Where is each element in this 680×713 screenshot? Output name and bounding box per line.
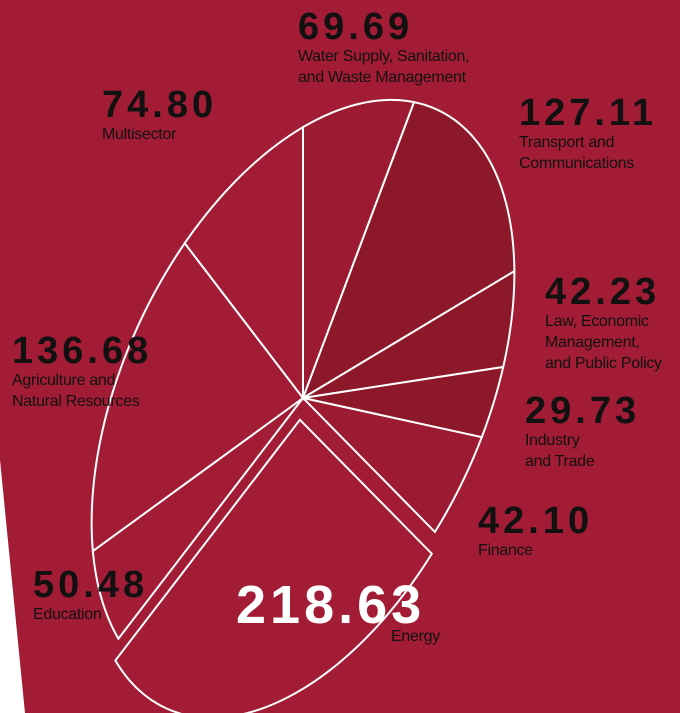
category-label: Energy: [391, 628, 440, 645]
pie-slice: [183, 125, 304, 401]
category-label: Industry and Trade: [525, 432, 595, 470]
slice-label: 42.23 Law, Economic Management, and Publi…: [545, 273, 662, 374]
value-label: 29.73: [525, 390, 641, 432]
category-label: Law, Economic Management, and Public Pol…: [545, 313, 662, 372]
value-label: 127.11: [519, 92, 658, 134]
pie-slice: [302, 269, 516, 399]
value-label: 42.10: [478, 500, 594, 542]
category-label: Education: [33, 606, 102, 623]
value-label: 69.69: [298, 6, 414, 48]
pie-slice: [299, 396, 484, 534]
value-label: 42.23: [545, 271, 661, 313]
category-label: Finance: [478, 542, 533, 559]
slice-label: 69.69 Water Supply, Sanitation, and Waste…: [298, 6, 470, 88]
pie-slice: [114, 418, 434, 713]
category-label: Agriculture and Natural Resources: [12, 372, 140, 410]
slice-label: 127.11 Transport and Communications: [519, 94, 657, 174]
pie-slice: [302, 365, 505, 439]
slice-label: 218.63 Energy: [236, 578, 440, 647]
value-label: 74.80: [102, 84, 218, 126]
value-label: 136.68: [12, 330, 153, 372]
pie-slice: [91, 397, 304, 641]
category-label: Multisector: [102, 126, 177, 143]
category-label: Transport and Communications: [519, 134, 634, 172]
slice-label: 42.10 Finance: [478, 502, 593, 561]
slice-label: 29.73 Industry and Trade: [525, 392, 640, 472]
value-label: 50.48: [33, 564, 149, 606]
slice-label: 136.68 Agriculture and Natural Resources: [12, 332, 152, 412]
pie-slice: [90, 241, 305, 553]
category-label: Water Supply, Sanitation, and Waste Mana…: [298, 48, 470, 86]
slice-label: 50.48 Education: [33, 566, 148, 625]
pie-slice: [301, 100, 516, 401]
background-shape: [0, 460, 25, 713]
value-label: 218.63: [236, 575, 426, 635]
slice-label: 74.80 Multisector: [102, 86, 217, 145]
